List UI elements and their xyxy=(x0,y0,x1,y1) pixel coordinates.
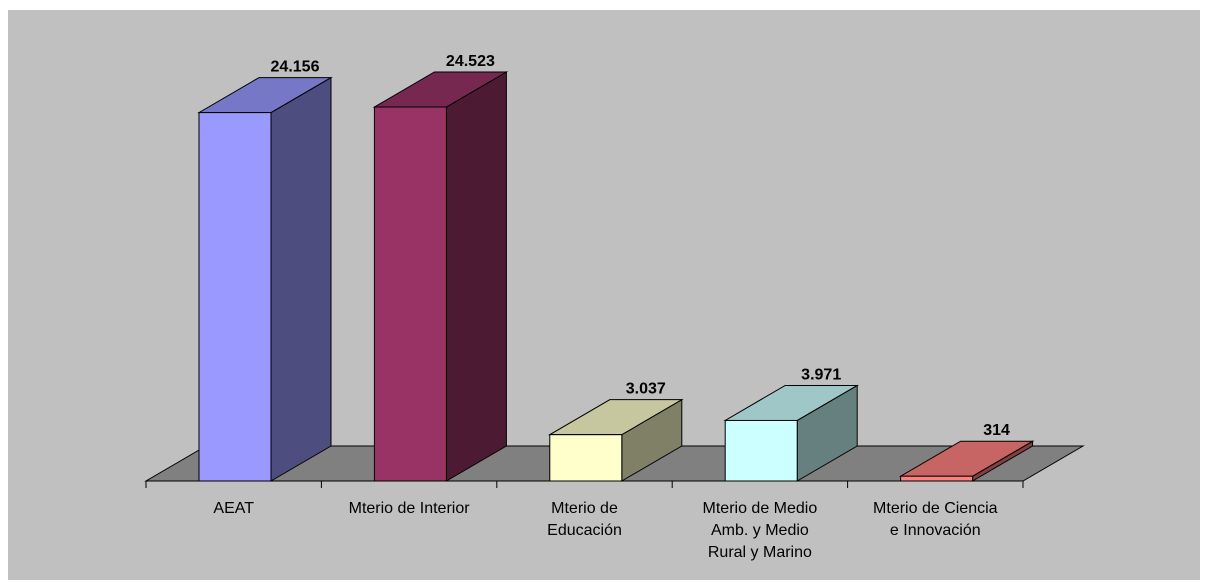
category-label: Educación xyxy=(547,522,622,539)
bar xyxy=(198,112,272,482)
category-label: Amb. y Medio xyxy=(711,522,809,539)
bar-side xyxy=(445,71,507,482)
bar xyxy=(900,475,974,482)
data-label: 24.156 xyxy=(271,59,320,76)
bar xyxy=(549,434,623,482)
chart-area: 24.156 24.523 3.037 3.971 314 AEAT Mterio de I… xyxy=(8,10,1200,580)
category-label: Mterio de Interior xyxy=(349,500,471,517)
bar-chart: 24.156 24.523 3.037 3.971 314 AEAT Mterio de I… xyxy=(144,53,1085,561)
category-label: AEAT xyxy=(213,500,254,517)
data-label: 24.523 xyxy=(446,53,495,70)
bar-side xyxy=(270,76,332,482)
data-label: 3.971 xyxy=(801,366,841,383)
bar xyxy=(373,106,447,482)
data-label: 314 xyxy=(983,422,1010,439)
category-label: Rural y Marino xyxy=(708,544,812,561)
bar xyxy=(724,419,798,482)
category-label: e Innovación xyxy=(890,522,981,539)
category-label: Mterio de Ciencia xyxy=(873,500,998,517)
category-label: Mterio de xyxy=(551,500,618,517)
data-label: 3.037 xyxy=(626,381,666,398)
category-label: Mterio de Medio xyxy=(703,500,818,517)
